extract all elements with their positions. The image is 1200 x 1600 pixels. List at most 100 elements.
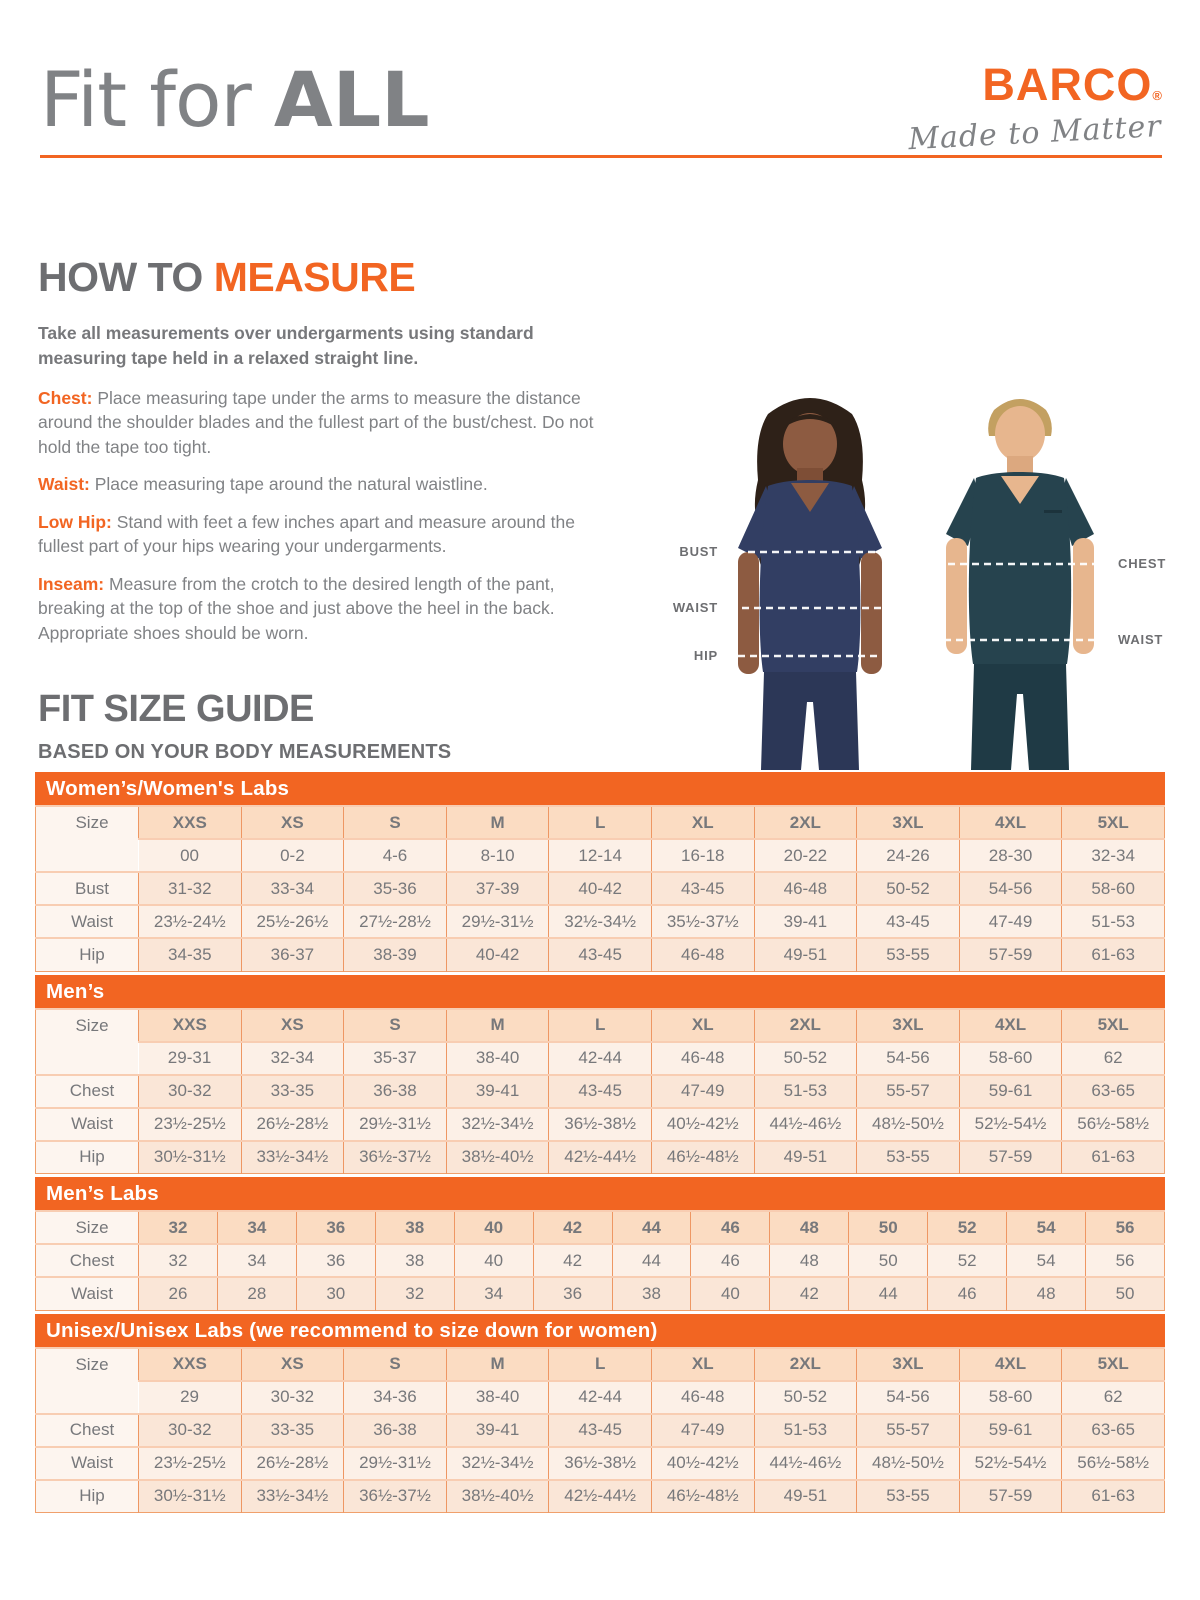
- table-header-row: Size 32 34 36 38 40 42 44 46 48 50 52 54 56: [35, 1210, 1165, 1244]
- size-tables: Women’s/Women's Labs Size XXS XS S M L XL 2XL 3XL…: [35, 772, 1165, 1516]
- table-subheader-row: 29-31 32-34 35-37 38-40 42-44 46-48 50-52 54-56…: [36, 1040, 1165, 1075]
- heading-gray-part: HOW TO: [38, 254, 214, 300]
- column-header-cell: 42: [532, 1210, 613, 1244]
- row-label-cell: Hip: [35, 937, 139, 971]
- value-cell: 43-45: [650, 871, 755, 905]
- value-cell: 38½-40½: [445, 1139, 549, 1174]
- size-table-grid: Size XXS XS S M L XL 2XL 3XL 4XL 5XL 29 30-32 34-36 38…: [35, 1346, 1165, 1513]
- column-header-cell: 36: [295, 1210, 376, 1244]
- value-cell: 61-63: [1061, 1139, 1165, 1174]
- models-illustration: [714, 398, 1112, 770]
- column-header-cell: 54: [1006, 1210, 1086, 1244]
- measure-item-label: Chest:: [38, 387, 93, 408]
- value-cell: 52: [927, 1243, 1007, 1277]
- value-cell: 25½-26½: [240, 904, 344, 938]
- row-label-cell: Size: [35, 1346, 139, 1414]
- value-cell: 26½-28½: [240, 1445, 344, 1480]
- size-table: Men’s Size XXS XS S M L XL 2XL 3XL 4XL 5XL 29-31 32-3…: [35, 974, 1165, 1174]
- row-label-cell: Size: [35, 805, 139, 872]
- measure-item-waist: Waist: Place measuring tape around the n…: [38, 472, 616, 497]
- value-cell: 42½-44½: [548, 1478, 652, 1513]
- value-cell: 57-59: [958, 1478, 1062, 1513]
- column-header-cell: 4XL: [958, 1346, 1062, 1381]
- column-header-cell: 5XL: [1061, 805, 1165, 839]
- value-cell: 61-63: [1061, 1478, 1165, 1513]
- value-cell: 52½-54½: [958, 1445, 1062, 1480]
- value-cell: 29½-31½: [343, 1106, 447, 1141]
- hip-measure-label: HIP: [693, 648, 718, 663]
- table-row: Chest 30-32 33-35 36-38 39-41 43-45 47-49 51-53…: [35, 1412, 1165, 1447]
- column-header-cell: 46: [690, 1210, 770, 1244]
- column-header-cell: 2XL: [753, 1346, 857, 1381]
- value-cell: 23½-25½: [138, 1106, 242, 1141]
- row-label-cell: Hip: [35, 1478, 139, 1513]
- column-header-cell: 40: [453, 1210, 534, 1244]
- measurement-lines: [714, 550, 1112, 658]
- row-label-cell: Waist: [35, 1445, 139, 1480]
- row-label-cell: Bust: [35, 871, 139, 905]
- value-cell: 31-32: [138, 871, 242, 905]
- value-cell: 33½-34½: [240, 1139, 344, 1174]
- value-cell: 35½-37½: [650, 904, 755, 938]
- value-cell: 42-44: [548, 1040, 652, 1075]
- table-row: Chest 30-32 33-35 36-38 39-41 43-45 47-49 51-53…: [35, 1073, 1165, 1108]
- value-cell: 32-34: [1061, 838, 1165, 872]
- value-cell: 50: [848, 1243, 928, 1277]
- value-cell: 58-60: [958, 1379, 1062, 1414]
- value-cell: 54-56: [856, 1040, 960, 1075]
- value-cell: 40½-42½: [650, 1106, 755, 1141]
- value-cell: 62: [1061, 1040, 1165, 1075]
- value-cell: 35-37: [343, 1040, 447, 1075]
- value-cell: 12-14: [548, 838, 652, 872]
- measure-item-text: Stand with feet a few inches apart and m…: [38, 511, 575, 557]
- column-header-cell: XL: [650, 805, 755, 839]
- value-cell: 53-55: [856, 937, 960, 971]
- column-header-cell: 2XL: [753, 805, 857, 839]
- column-header-cell: S: [343, 1007, 447, 1042]
- value-cell: 49-51: [753, 937, 857, 971]
- brand-logo: BARCO® Made to Matter: [908, 59, 1163, 157]
- value-cell: 51-53: [1061, 904, 1165, 938]
- column-header-cell: 38: [374, 1210, 455, 1244]
- column-header-cell: 3XL: [856, 805, 960, 839]
- how-to-measure-heading: HOW TO MEASURE: [38, 254, 616, 301]
- column-header-cell: 44: [611, 1210, 691, 1244]
- value-cell: 53-55: [856, 1139, 960, 1174]
- value-cell: 37-39: [445, 871, 549, 905]
- value-cell: 36½-38½: [548, 1445, 652, 1480]
- brand-name: BARCO: [982, 59, 1153, 110]
- value-cell: 39-41: [753, 904, 857, 938]
- value-cell: 49-51: [753, 1478, 857, 1513]
- value-cell: 30-32: [240, 1379, 344, 1414]
- measure-item-inseam: Inseam: Measure from the crotch to the d…: [38, 572, 616, 646]
- value-cell: 36-37: [240, 937, 344, 971]
- column-header-cell: S: [343, 1346, 447, 1381]
- table-row: Hip 30½-31½ 33½-34½ 36½-37½ 38½-40½ 42½-44½ 46…: [35, 1478, 1165, 1513]
- column-header-cell: XXS: [138, 1346, 242, 1381]
- man-model: [946, 399, 1094, 770]
- column-header-cell: M: [445, 805, 549, 839]
- column-header-cell: 4XL: [958, 1007, 1062, 1042]
- measure-item-chest: Chest: Place measuring tape under the ar…: [38, 386, 616, 460]
- fit-size-guide-heading: FIT SIZE GUIDE: [38, 688, 314, 730]
- column-header-cell: M: [445, 1346, 549, 1381]
- value-cell: 32-34: [240, 1040, 344, 1075]
- column-header-cell: 3XL: [856, 1007, 960, 1042]
- measure-item-text: Place measuring tape around the natural …: [89, 474, 488, 495]
- column-header-cell: 50: [848, 1210, 928, 1244]
- value-cell: 30½-31½: [138, 1478, 242, 1513]
- row-label-cell: Waist: [35, 1106, 139, 1141]
- column-header-cell: XXS: [138, 805, 242, 839]
- column-header-cell: 5XL: [1061, 1007, 1165, 1042]
- value-cell: 39-41: [445, 1412, 549, 1447]
- value-cell: 42: [532, 1243, 613, 1277]
- value-cell: 40-42: [445, 937, 549, 971]
- value-cell: 39-41: [445, 1073, 549, 1108]
- value-cell: 56½-58½: [1061, 1106, 1165, 1141]
- column-header-cell: XXS: [138, 1007, 242, 1042]
- value-cell: 29½-31½: [445, 904, 549, 938]
- value-cell: 54-56: [958, 871, 1062, 905]
- value-cell: 63-65: [1061, 1412, 1165, 1447]
- value-cell: 51-53: [753, 1412, 857, 1447]
- measure-item-text: Place measuring tape under the arms to m…: [38, 387, 594, 457]
